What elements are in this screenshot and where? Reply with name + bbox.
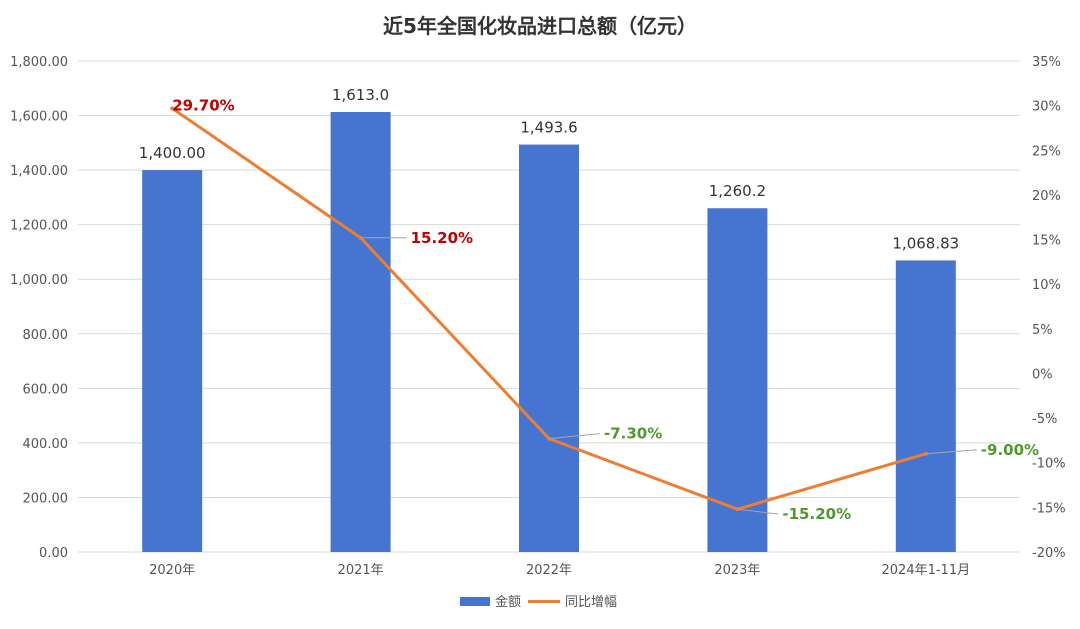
growth-value-label: -7.30% (604, 425, 662, 443)
y-left-tick-label: 1,000.00 (10, 273, 68, 288)
y-left-tick-label: 400.00 (23, 437, 69, 452)
leader-line (925, 449, 977, 455)
y-left-tick-label: 1,600.00 (10, 110, 68, 125)
legend-swatch-amount (460, 597, 490, 606)
bar (519, 144, 579, 553)
bar-value-label: 1,400.00 (139, 144, 206, 162)
bar-value-label: 1,613.0 (332, 86, 389, 104)
y-left-tick-label: 0.00 (39, 546, 68, 561)
bar (330, 112, 391, 552)
data-labels: 1,400.00 1,613.0 1,493.6 1,260.2 1,068.83 29.… (139, 86, 1039, 523)
y-right-tick-label: 20% (1032, 189, 1061, 204)
leader-line (548, 433, 601, 440)
y-left-tick-label: 1,400.00 (10, 164, 68, 179)
y-right-tick-label: 5% (1032, 323, 1053, 338)
y-right-tick-label: 35% (1032, 55, 1061, 70)
y-right-tick-label: -10% (1032, 457, 1066, 472)
bar (707, 208, 768, 553)
axes: 0.00 200.00 400.00 600.00 800.00 1,000.00 1,20… (10, 55, 1065, 578)
bar-value-label: 1,068.83 (892, 234, 959, 252)
y-left-tick-label: 1,200.00 (10, 219, 68, 234)
x-tick-label: 2024年1-11月 (882, 563, 971, 578)
chart-title: 近5年全国化妆品进口总额（亿元） (383, 14, 697, 38)
y-left-tick-label: 1,800.00 (10, 55, 68, 70)
growth-value-label: 29.70% (172, 96, 234, 114)
bar (142, 170, 203, 552)
bar (895, 260, 956, 552)
legend-label-growth: 同比增幅 (565, 595, 617, 610)
x-tick-label: 2020年 (149, 563, 195, 578)
bar-value-label: 1,260.2 (709, 182, 766, 200)
legend-label-amount: 金额 (495, 594, 521, 610)
y-right-tick-label: -20% (1032, 546, 1066, 561)
growth-value-label: -15.20% (782, 505, 851, 523)
y-left-tick-label: 200.00 (23, 491, 69, 506)
y-right-tick-label: -15% (1032, 501, 1066, 516)
growth-value-label: 15.20% (411, 229, 473, 247)
y-right-tick-label: -5% (1032, 412, 1057, 427)
leader-line (737, 508, 779, 515)
bar-series (142, 112, 956, 553)
x-tick-label: 2021年 (338, 563, 384, 578)
growth-value-label: -9.00% (981, 441, 1039, 459)
y-right-tick-label: 0% (1032, 367, 1053, 382)
y-left-tick-label: 600.00 (23, 382, 69, 397)
y-right-tick-label: 30% (1032, 100, 1061, 115)
y-right-tick-label: 10% (1032, 278, 1061, 293)
x-tick-label: 2022年 (526, 563, 572, 578)
bar-value-label: 1,493.6 (520, 119, 577, 137)
growth-point (170, 106, 175, 111)
y-right-tick-label: 25% (1032, 144, 1061, 159)
y-left-tick-label: 800.00 (23, 328, 69, 343)
x-tick-label: 2023年 (714, 563, 760, 578)
y-right-tick-label: 15% (1032, 234, 1061, 249)
legend: 金额 同比增幅 (460, 594, 617, 610)
